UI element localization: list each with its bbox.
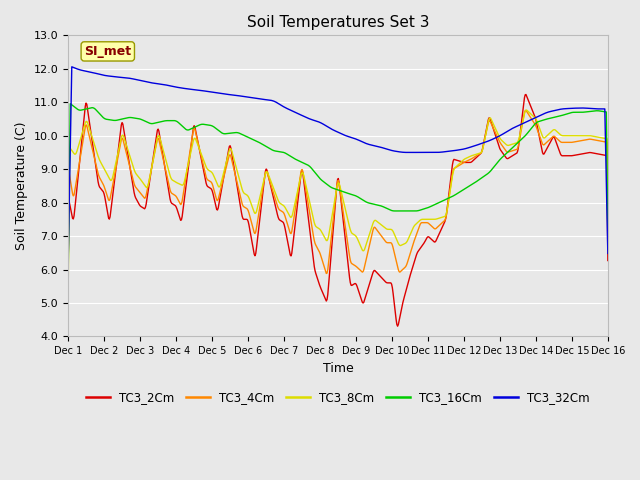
TC3_8Cm <box>184 162 192 168</box>
TC3_16Cm <box>75 107 83 113</box>
Text: SI_met: SI_met <box>84 45 131 58</box>
TC3_32Cm <box>420 150 428 156</box>
TC3_32Cm <box>75 67 83 72</box>
TC3_16Cm <box>185 127 193 132</box>
TC3_2Cm <box>420 240 428 246</box>
TC3_4Cm <box>64 266 72 272</box>
TC3_4Cm <box>213 197 221 203</box>
TC3_8Cm <box>129 165 137 170</box>
TC3_16Cm <box>214 127 221 132</box>
TC3_2Cm <box>604 258 612 264</box>
Line: TC3_16Cm: TC3_16Cm <box>68 104 608 287</box>
TC3_16Cm <box>131 115 138 121</box>
TC3_2Cm <box>394 324 401 329</box>
TC3_32Cm <box>404 150 412 156</box>
Line: TC3_8Cm: TC3_8Cm <box>68 110 608 308</box>
TC3_8Cm <box>64 305 72 311</box>
TC3_32Cm <box>214 90 221 96</box>
TC3_2Cm <box>64 286 72 291</box>
TC3_4Cm <box>184 160 192 166</box>
TC3_4Cm <box>129 178 137 184</box>
TC3_2Cm <box>213 206 221 212</box>
Title: Soil Temperatures Set 3: Soil Temperatures Set 3 <box>246 15 429 30</box>
TC3_8Cm <box>604 219 612 225</box>
Legend: TC3_2Cm, TC3_4Cm, TC3_8Cm, TC3_16Cm, TC3_32Cm: TC3_2Cm, TC3_4Cm, TC3_8Cm, TC3_16Cm, TC3… <box>81 386 595 409</box>
X-axis label: Time: Time <box>323 362 353 375</box>
TC3_4Cm <box>522 108 530 113</box>
TC3_2Cm <box>74 177 82 183</box>
TC3_8Cm <box>404 238 412 244</box>
Line: TC3_2Cm: TC3_2Cm <box>68 95 608 326</box>
TC3_16Cm <box>604 228 612 234</box>
TC3_32Cm <box>68 64 76 70</box>
TC3_2Cm <box>522 92 530 97</box>
Line: TC3_4Cm: TC3_4Cm <box>68 110 608 274</box>
TC3_4Cm <box>323 271 330 276</box>
Y-axis label: Soil Temperature (C): Soil Temperature (C) <box>15 121 28 250</box>
TC3_4Cm <box>404 257 412 263</box>
TC3_32Cm <box>131 76 138 82</box>
TC3_8Cm <box>74 145 82 151</box>
TC3_2Cm <box>129 185 137 191</box>
TC3_8Cm <box>213 180 221 185</box>
TC3_32Cm <box>185 86 193 92</box>
TC3_16Cm <box>67 101 74 107</box>
TC3_8Cm <box>523 107 531 113</box>
TC3_4Cm <box>604 249 612 254</box>
TC3_16Cm <box>404 208 412 214</box>
TC3_16Cm <box>64 284 72 289</box>
TC3_8Cm <box>419 216 427 222</box>
TC3_4Cm <box>74 170 82 176</box>
TC3_32Cm <box>604 251 612 256</box>
TC3_4Cm <box>420 220 428 226</box>
TC3_2Cm <box>404 280 412 286</box>
TC3_32Cm <box>64 265 72 271</box>
TC3_2Cm <box>184 166 192 172</box>
TC3_16Cm <box>420 206 428 212</box>
Line: TC3_32Cm: TC3_32Cm <box>68 67 608 268</box>
